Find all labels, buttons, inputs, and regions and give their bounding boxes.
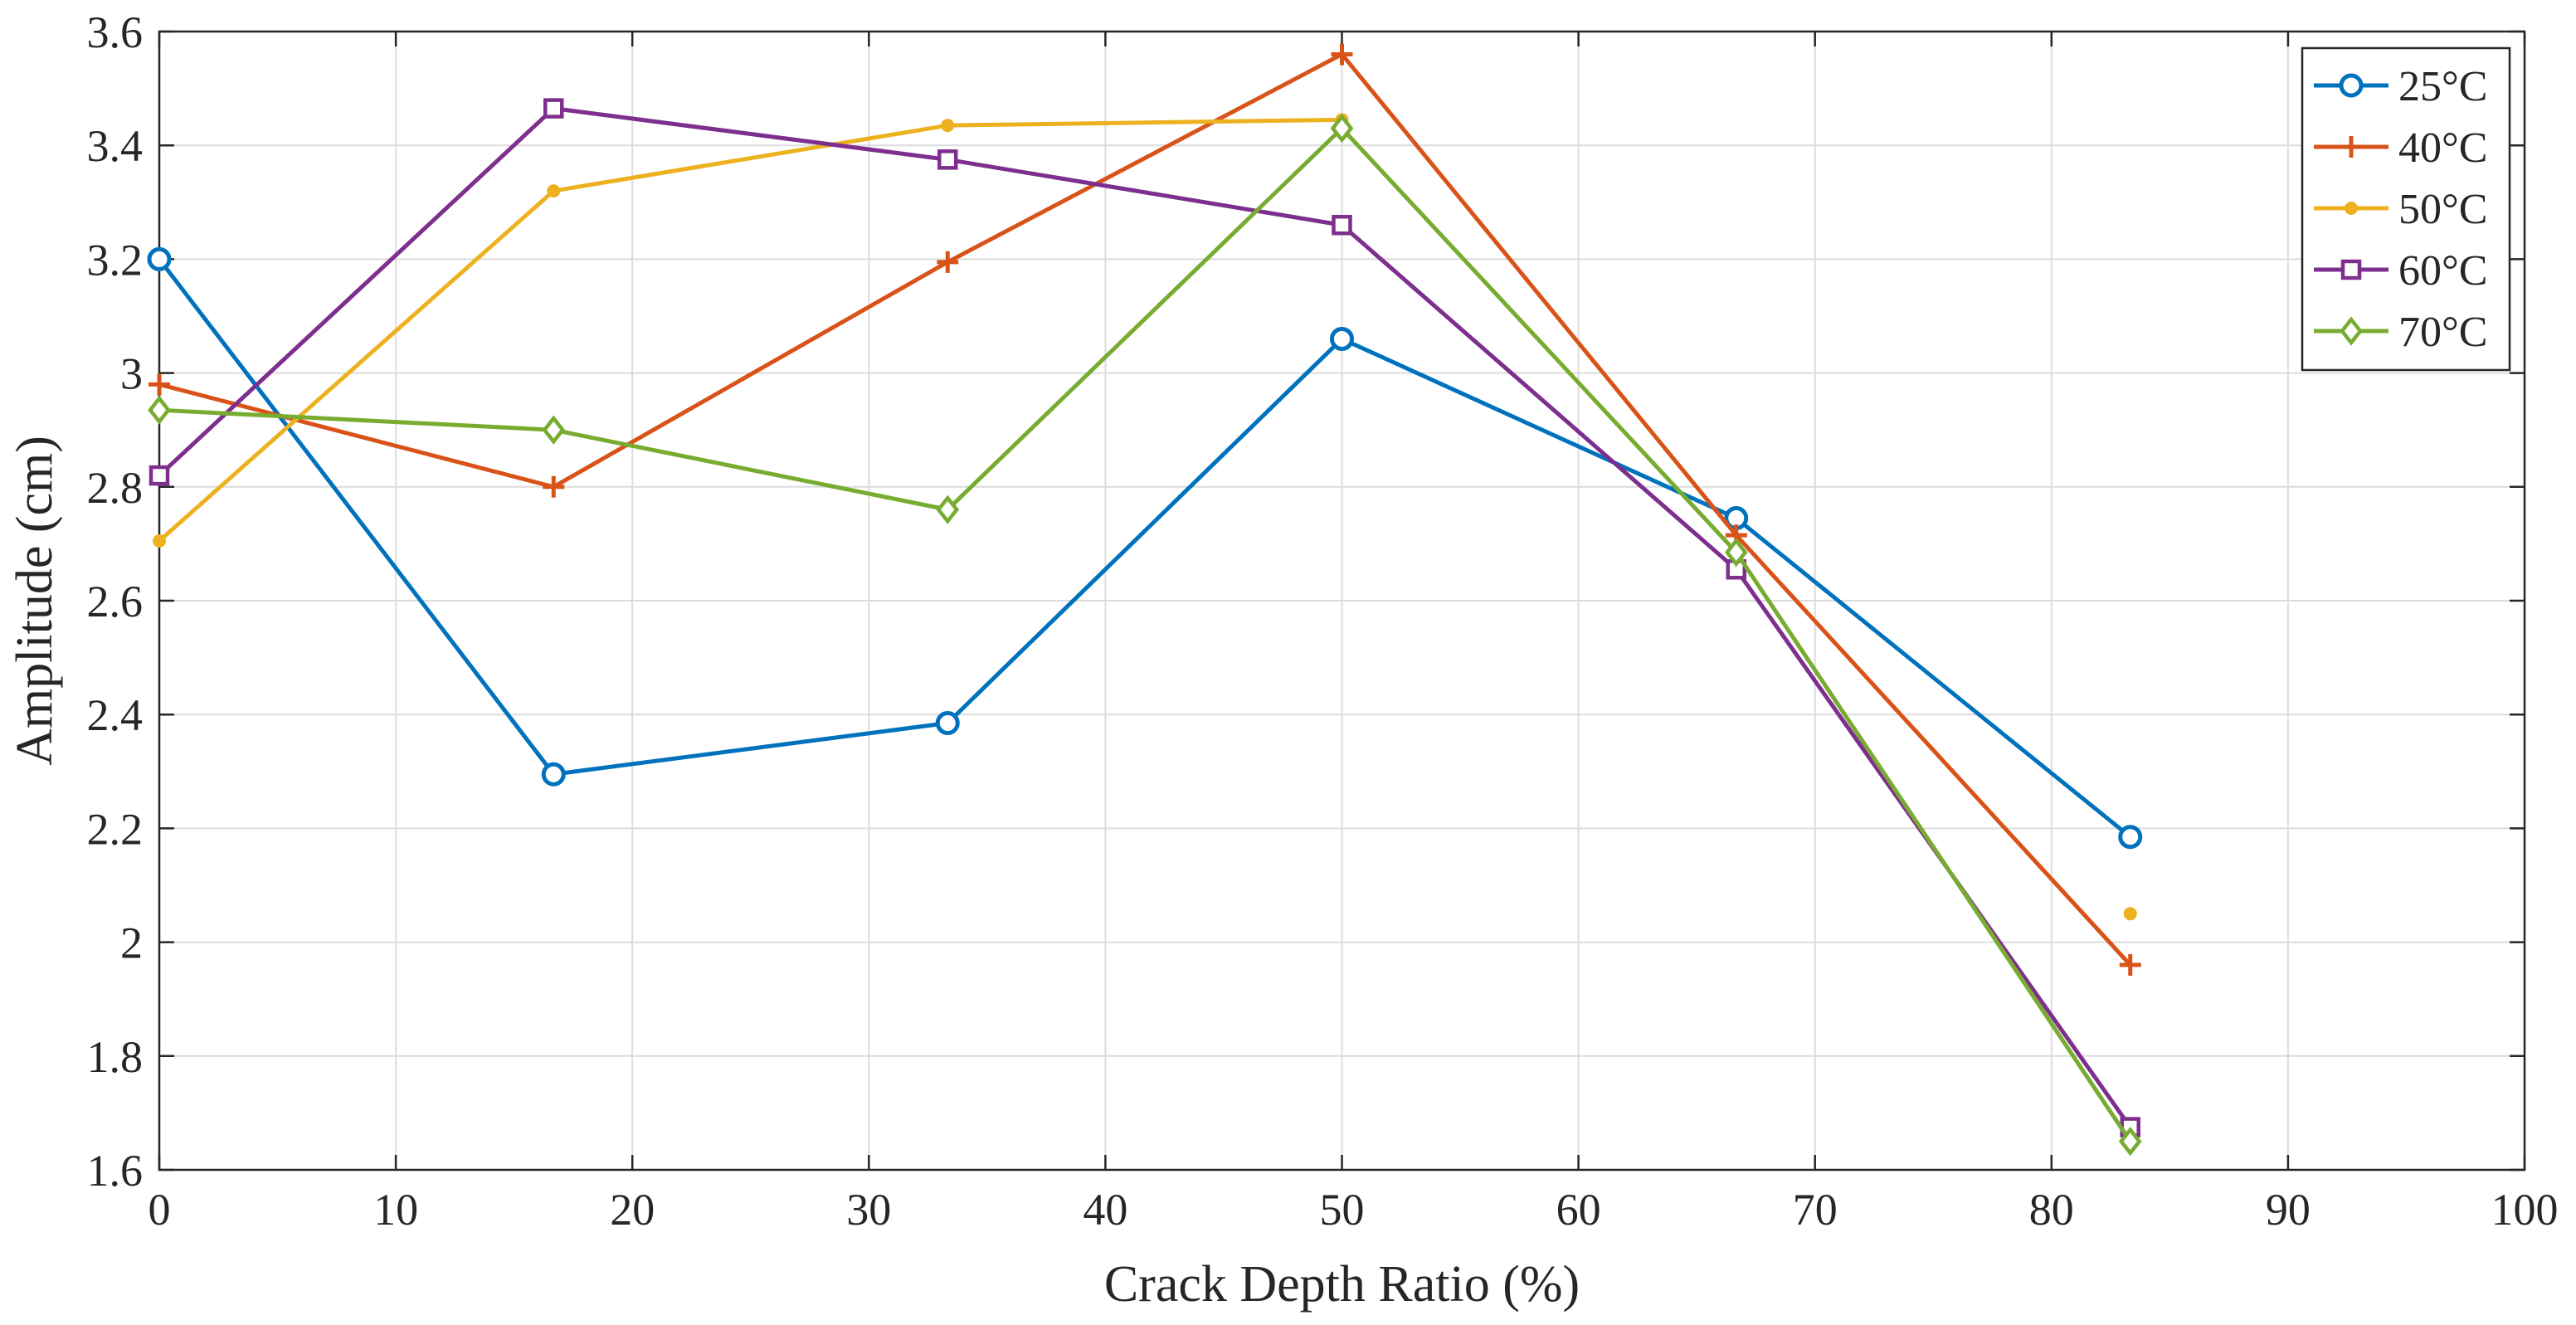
series-layer bbox=[147, 43, 2143, 1157]
data-point bbox=[542, 415, 566, 445]
data-point bbox=[941, 119, 955, 133]
legend-marker bbox=[2340, 259, 2362, 280]
legend-marker bbox=[2345, 202, 2358, 215]
data-point bbox=[148, 395, 171, 425]
legend-label: 40°C bbox=[2398, 124, 2487, 172]
series-line bbox=[158, 257, 2132, 839]
series-40°C bbox=[149, 43, 2141, 977]
x-tick-label: 90 bbox=[2266, 1185, 2311, 1235]
legend-marker bbox=[2339, 73, 2364, 98]
data-point bbox=[935, 710, 960, 735]
legend: 25°C 40°C 50°C 60°C 70°C bbox=[2301, 46, 2511, 372]
x-tick-label: 50 bbox=[1320, 1185, 1365, 1235]
y-axis-label: Amplitude (cm) bbox=[7, 436, 63, 766]
x-tick-label: 0 bbox=[149, 1185, 171, 1235]
legend-label: 50°C bbox=[2398, 186, 2487, 233]
x-tick-label: 30 bbox=[846, 1185, 891, 1235]
data-point bbox=[2118, 825, 2143, 850]
y-tick-label: 2.8 bbox=[87, 463, 144, 513]
legend-label: 70°C bbox=[2398, 309, 2487, 356]
y-tick-label: 2 bbox=[120, 918, 143, 968]
legend-item: 50°C bbox=[2314, 186, 2487, 233]
data-point bbox=[543, 98, 564, 119]
x-tick-label: 60 bbox=[1556, 1185, 1601, 1235]
y-tick-label: 2.6 bbox=[87, 577, 144, 626]
data-point bbox=[2118, 1127, 2142, 1157]
legend-item: 25°C bbox=[2314, 63, 2487, 110]
series-line bbox=[158, 51, 2132, 967]
series-60°C bbox=[149, 98, 2140, 1137]
data-point bbox=[147, 246, 172, 271]
series-line bbox=[158, 106, 2132, 1128]
data-point bbox=[936, 494, 960, 524]
data-point bbox=[1330, 113, 1354, 144]
y-tick-label: 1.8 bbox=[87, 1032, 144, 1082]
legend-marker bbox=[2340, 316, 2363, 346]
data-point bbox=[1331, 43, 1353, 66]
y-tick-label: 3.6 bbox=[87, 7, 144, 57]
series-line bbox=[158, 117, 1342, 543]
data-point bbox=[149, 373, 170, 396]
legend-marker bbox=[2340, 136, 2362, 158]
data-point bbox=[2123, 907, 2137, 921]
x-tick-label: 80 bbox=[2029, 1185, 2074, 1235]
data-point bbox=[1332, 214, 1352, 236]
legend-item: 60°C bbox=[2314, 247, 2487, 295]
series-line bbox=[158, 126, 2132, 1143]
y-tick-label: 3.4 bbox=[87, 121, 144, 171]
data-point bbox=[543, 475, 565, 498]
data-point bbox=[1724, 538, 1748, 568]
y-tick-label: 1.6 bbox=[87, 1146, 144, 1196]
data-point bbox=[1330, 326, 1354, 351]
legend-label: 60°C bbox=[2398, 247, 2487, 295]
data-point bbox=[153, 533, 166, 548]
x-axis-label: Crack Depth Ratio (%) bbox=[1104, 1256, 1580, 1313]
x-tick-label: 100 bbox=[2491, 1185, 2559, 1235]
data-point bbox=[541, 762, 566, 787]
data-point bbox=[937, 149, 958, 170]
y-tick-label: 2.4 bbox=[87, 690, 144, 740]
data-point bbox=[937, 251, 959, 273]
data-point bbox=[547, 184, 561, 198]
legend-label: 25°C bbox=[2398, 63, 2487, 110]
series-70°C bbox=[148, 113, 2142, 1157]
legend-item: 70°C bbox=[2314, 309, 2487, 356]
x-tick-label: 40 bbox=[1083, 1185, 1127, 1235]
x-tick-label: 10 bbox=[373, 1185, 418, 1235]
y-tick-label: 3.2 bbox=[87, 235, 144, 285]
series-25°C bbox=[147, 246, 2143, 850]
data-point bbox=[2119, 954, 2141, 977]
grid-layer bbox=[159, 32, 2525, 1170]
y-tick-label: 3 bbox=[120, 349, 143, 399]
legend-item: 40°C bbox=[2314, 124, 2487, 172]
axis-ticks: 0 10 20 30 40 50 60 70 80 90 100 1.6 1.8 2 2.2 2.4 2.6 2.… bbox=[87, 7, 2559, 1235]
data-point bbox=[149, 465, 170, 486]
x-tick-label: 70 bbox=[1793, 1185, 1838, 1235]
y-tick-label: 2.2 bbox=[87, 804, 144, 854]
x-tick-label: 20 bbox=[610, 1185, 655, 1235]
